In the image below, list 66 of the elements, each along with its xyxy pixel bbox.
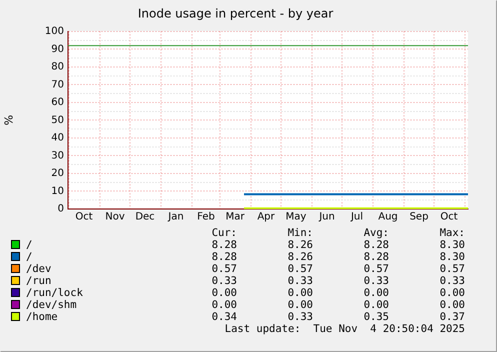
text: 8.26 <box>286 251 313 263</box>
text: 0.37 <box>438 311 465 323</box>
y-tick-label: 10 <box>51 186 64 197</box>
y-tick-label: 30 <box>51 150 64 162</box>
legend-label: / <box>25 239 34 251</box>
text: 8.30 <box>438 239 465 251</box>
text: 8.28 <box>210 251 237 263</box>
x-tick-label: Mar <box>226 212 246 223</box>
text: 0.33 <box>438 275 465 287</box>
legend-label: /dev/shm <box>25 299 78 311</box>
legend-label: /home <box>25 311 59 323</box>
x-tick-label: Sep <box>410 212 428 223</box>
text: 0.00 <box>286 299 313 311</box>
text: 0.00 <box>210 299 237 311</box>
text: Min: <box>286 227 313 239</box>
text: 8.28 <box>362 251 389 263</box>
text: 0.00 <box>438 287 465 299</box>
x-tick-label: Jan <box>167 212 184 223</box>
x-tick-label: Nov <box>105 212 125 223</box>
text: 8.26 <box>286 239 313 251</box>
x-tick-label: Aug <box>378 212 398 223</box>
text: Cur: <box>210 227 237 239</box>
text: Max: <box>438 227 465 239</box>
x-tick-label: Apr <box>257 212 276 223</box>
y-tick-label: 80 <box>51 62 64 73</box>
text: 8.28 <box>210 239 237 251</box>
text: 0.57 <box>286 263 313 275</box>
text: 0.35 <box>362 311 389 323</box>
text: 0.57 <box>438 263 465 275</box>
y-tick-label: 0 <box>58 204 64 215</box>
x-tick-label: Feb <box>197 212 215 223</box>
text: 0.57 <box>210 263 237 275</box>
legend-label: /dev <box>25 263 52 275</box>
x-tick-label: Dec <box>135 212 155 223</box>
y-axis-title: % <box>2 114 16 126</box>
legend-label: /run/lock <box>25 287 84 299</box>
text: 0.00 <box>286 287 313 299</box>
y-tick-label: 60 <box>51 97 64 108</box>
legend-label: / <box>25 251 34 263</box>
text: 8.28 <box>362 239 389 251</box>
x-tick-label: Oct <box>75 212 93 223</box>
y-tick-label: 20 <box>51 168 64 180</box>
chart-title: Inode usage in percent - by year <box>138 6 334 20</box>
text: 0.33 <box>286 311 313 323</box>
text: Last update: Tue Nov 4 20:50:04 2025 <box>224 323 465 335</box>
y-tick-label: 90 <box>51 44 64 55</box>
y-tick-label: 50 <box>51 114 64 126</box>
text: 0.00 <box>438 299 465 311</box>
text: 0.00 <box>362 299 389 311</box>
x-tick-label: Oct <box>440 212 458 223</box>
legend-label: /run <box>25 275 52 287</box>
x-tick-label: Jul <box>350 212 364 223</box>
x-tick-label: May <box>286 212 306 223</box>
text: 0.33 <box>286 275 313 287</box>
text: 8.30 <box>438 251 465 263</box>
y-tick-label: 70 <box>51 79 64 90</box>
text: 0.00 <box>210 287 237 299</box>
x-tick-label: Jun <box>318 212 335 223</box>
text: 0.34 <box>210 311 237 323</box>
text: 0.33 <box>362 275 389 287</box>
text: Avg: <box>362 227 389 239</box>
text: 0.33 <box>210 275 237 287</box>
y-tick-label: 40 <box>51 132 64 144</box>
y-tick-label: 100 <box>44 26 64 37</box>
text: 0.57 <box>362 263 389 275</box>
text: 0.00 <box>362 287 389 299</box>
